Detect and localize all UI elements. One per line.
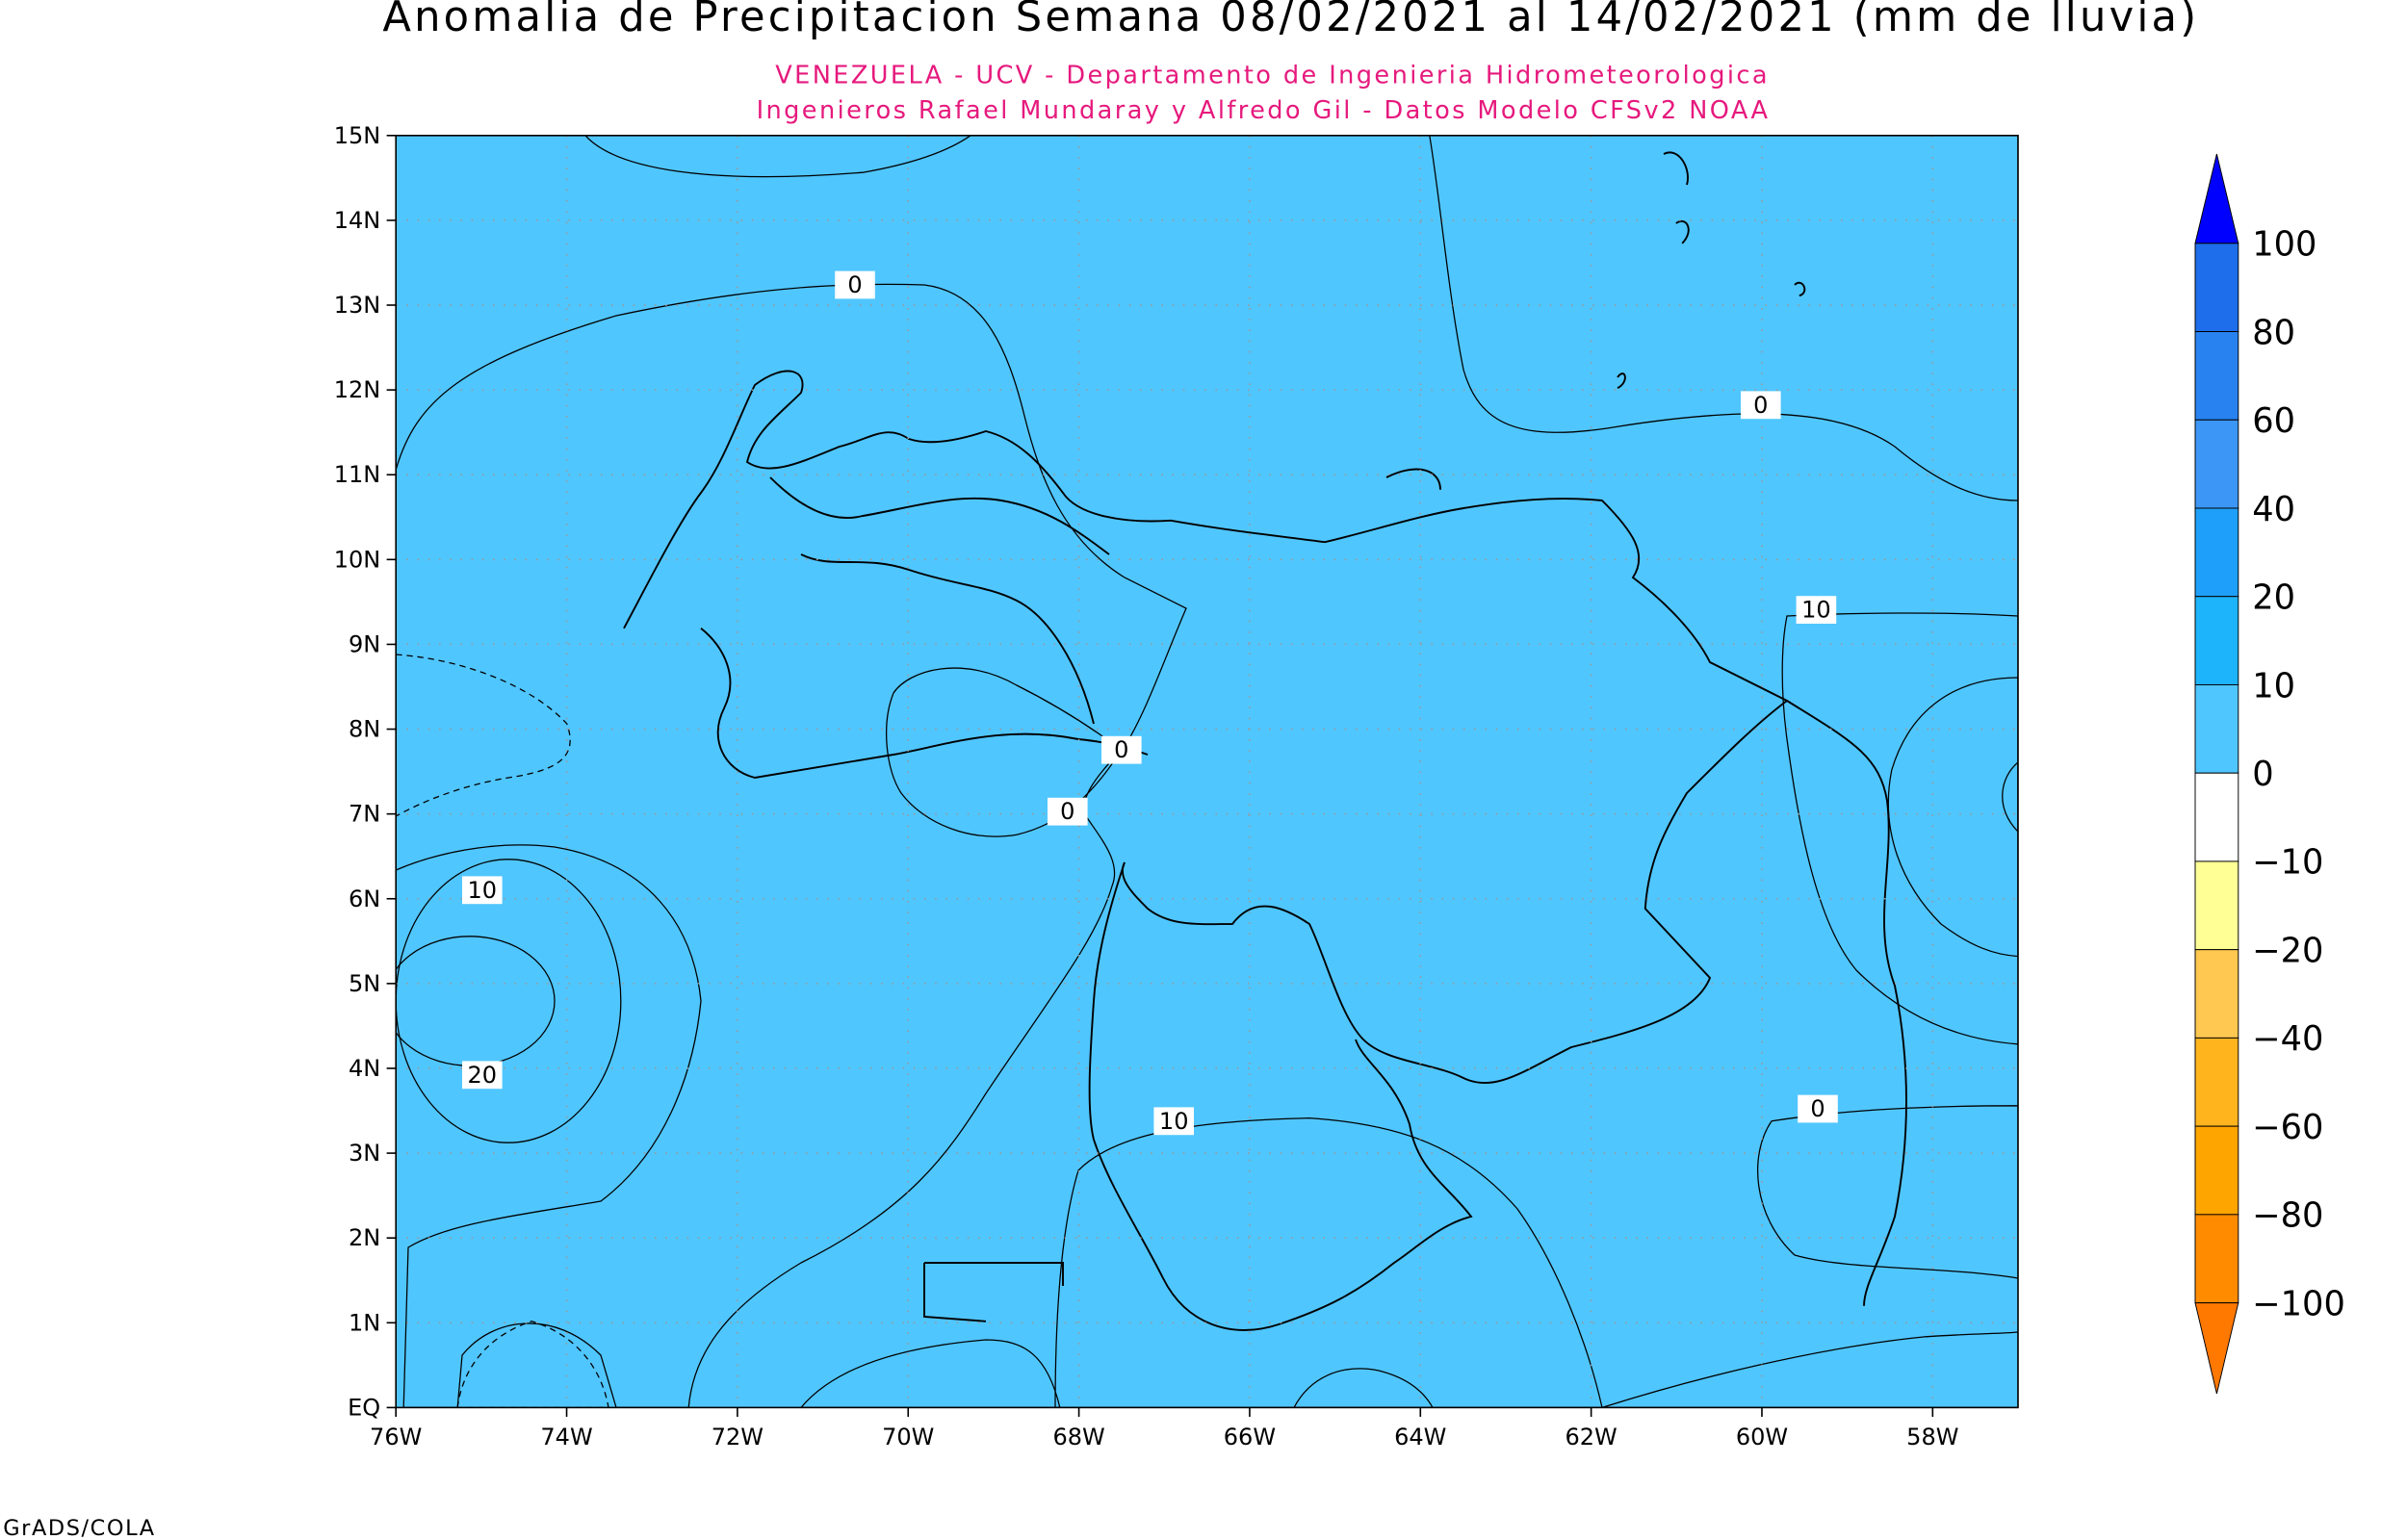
lat-label: 3N <box>349 1140 380 1167</box>
lon-label: 74W <box>540 1424 592 1450</box>
colorbar-segment <box>2194 507 2239 598</box>
lon-label: 60W <box>1736 1424 1788 1450</box>
lon-label: 68W <box>1052 1424 1104 1450</box>
lon-label: 62W <box>1565 1424 1617 1450</box>
contour-label-bg <box>1796 596 1837 624</box>
contour-label: 0 <box>847 271 862 298</box>
colorbar-label: 80 <box>2252 313 2295 352</box>
lat-label: 1N <box>349 1309 380 1336</box>
axes: EQ 1N 2N 3N 4N 5N 6N 7N 8N 9N 10N 11N 12N 13N 14N 15N 76… <box>334 122 1959 1450</box>
colorbar-label: 20 <box>2252 578 2295 618</box>
colorbar-segment <box>2194 243 2239 333</box>
contour-label: 20 <box>468 1062 498 1089</box>
lat-label: 4N <box>349 1055 380 1082</box>
lat-label: 13N <box>334 292 381 319</box>
contour-label-bg <box>1153 1107 1194 1136</box>
colorbar-segment <box>2194 419 2239 509</box>
lon-label: 70W <box>882 1424 934 1450</box>
contour-label: 0 <box>1060 798 1074 825</box>
lon-label: 76W <box>370 1424 422 1450</box>
colorbar-segment <box>2194 683 2239 774</box>
lon-label: 72W <box>712 1424 764 1450</box>
colorbar-tip <box>2194 1302 2239 1395</box>
lat-label: 2N <box>349 1224 380 1251</box>
colorbar-label: −40 <box>2252 1019 2323 1059</box>
colorbar-segment <box>2194 596 2239 685</box>
colorbar-segment <box>2194 860 2239 951</box>
lat-label: 12N <box>334 376 381 403</box>
contour-label: 0 <box>1114 736 1128 763</box>
title: Anomalia de Precipitacion Semana 08/02/2… <box>382 0 2199 41</box>
lat-label: 8N <box>349 716 380 743</box>
colorbar-label: 60 <box>2252 401 2295 441</box>
contour-label-bg <box>1101 735 1142 764</box>
colorbar-label: 40 <box>2252 490 2295 529</box>
contour-label-bg <box>1741 391 1781 420</box>
colorbar-label: 10 <box>2252 666 2295 706</box>
lat-label: 5N <box>349 970 380 997</box>
contour-label: 0 <box>1753 392 1768 419</box>
colorbar-segment <box>2194 949 2239 1039</box>
lat-label: 7N <box>349 801 380 828</box>
colorbar-label: 0 <box>2252 755 2273 794</box>
colorbar-label: −80 <box>2252 1196 2323 1236</box>
contour-label-bg <box>1798 1094 1838 1123</box>
contour-label: 10 <box>468 877 498 904</box>
lat-label: 10N <box>334 546 381 573</box>
footer: GrADS/COLA <box>3 1516 155 1540</box>
subtitle: Ingenieros Rafael Mundaray y Alfredo Gil… <box>757 96 1771 125</box>
contour-label: 10 <box>1801 597 1831 624</box>
lon-label: 58W <box>1906 1424 1958 1450</box>
contour-label: 10 <box>1159 1108 1189 1135</box>
colorbar-label: −60 <box>2252 1108 2323 1147</box>
lat-label: EQ <box>348 1394 380 1421</box>
lat-label: 9N <box>349 630 380 657</box>
plot-frame <box>395 135 2019 1409</box>
lat-label: 11N <box>334 461 381 488</box>
colorbar-label: −20 <box>2252 931 2323 970</box>
lon-label: 66W <box>1224 1424 1276 1450</box>
contour-labels: 0 0 0 0 0 10 10 10 20 <box>462 270 1838 1136</box>
contour-label-bg <box>462 1061 503 1090</box>
lat-label: 15N <box>334 122 381 149</box>
contour-label: 0 <box>1810 1095 1825 1122</box>
subtitle: VENEZUELA - UCV - Departamento de Ingeni… <box>775 61 1770 90</box>
lat-label: 14N <box>334 207 381 234</box>
map-field <box>396 135 2018 1408</box>
colorbar-segment <box>2194 331 2239 421</box>
lat-label: 6N <box>349 886 380 912</box>
colorbar-segment <box>2194 1214 2239 1304</box>
colorbar-tip <box>2194 153 2239 244</box>
lon-label: 64W <box>1394 1424 1446 1450</box>
colorbar-segment <box>2194 1125 2239 1216</box>
colorbar-label: 100 <box>2252 225 2316 265</box>
colorbar-segment <box>2194 772 2239 862</box>
contour-label-bg <box>835 270 875 299</box>
colorbar-label: −10 <box>2252 843 2323 883</box>
contour-label-bg <box>1048 797 1088 826</box>
colorbar-label: −100 <box>2252 1284 2345 1323</box>
contour-label-bg <box>462 876 503 905</box>
colorbar-segment <box>2194 1037 2239 1127</box>
